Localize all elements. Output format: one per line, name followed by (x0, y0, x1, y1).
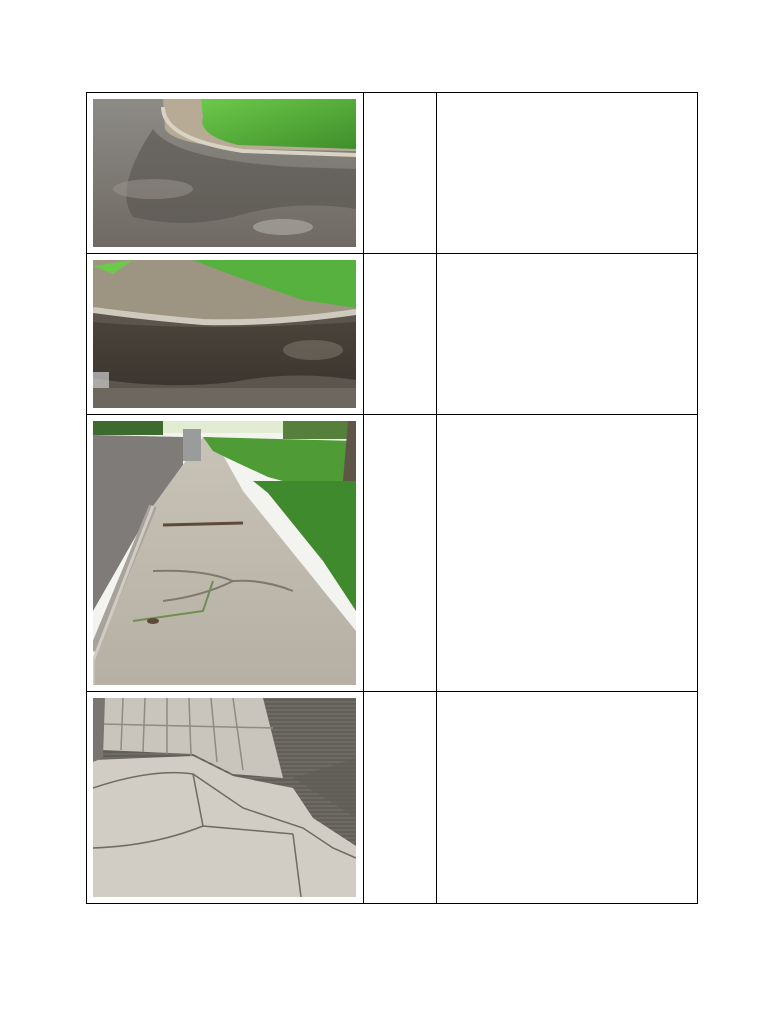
blank-cell (363, 92, 437, 254)
blank-cell (436, 414, 698, 692)
cracked-sidewalk-along-street-photo (93, 421, 356, 685)
broken-sidewalk-slabs-photo (93, 698, 356, 897)
table-row (86, 691, 698, 904)
blank-cell (363, 253, 437, 415)
table-row (86, 92, 698, 254)
curb-edge-standing-water-photo (93, 260, 356, 408)
blank-cell (363, 691, 437, 904)
photo-cell (86, 414, 364, 692)
photo-cell (86, 691, 364, 904)
photo-cell (86, 92, 364, 254)
table-row (86, 414, 698, 692)
curb-corner-puddle-photo (93, 99, 356, 247)
table-row (86, 253, 698, 415)
blank-cell (436, 691, 698, 904)
blank-cell (436, 253, 698, 415)
photo-log-table (86, 92, 698, 904)
photo-cell (86, 253, 364, 415)
blank-cell (436, 92, 698, 254)
blank-cell (363, 414, 437, 692)
